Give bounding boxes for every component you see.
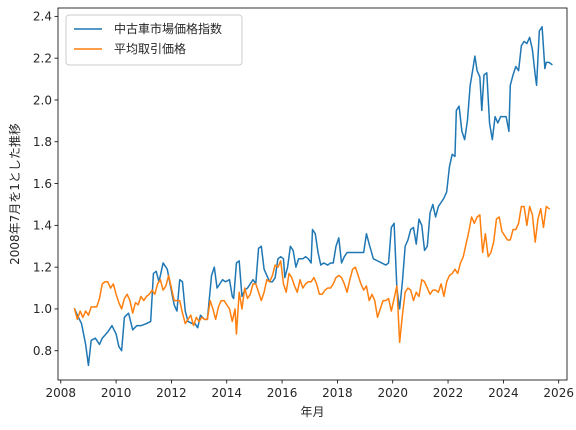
plot-area [57, 7, 568, 381]
x-tick-label: 2026 [543, 386, 574, 400]
x-axis: 2008 2010 2012 2014 2016 2018 2020 2022 2024 2026 [45, 380, 574, 400]
legend-label: 平均取引価格 [114, 41, 186, 56]
x-tick-label: 2010 [101, 386, 132, 400]
y-axis: 0.8 1.0 1.2 1.4 1.6 1.8 2.0 2.2 2.4 [33, 10, 58, 358]
x-tick-label: 2014 [211, 386, 242, 400]
y-tick-label: 1.4 [33, 219, 52, 233]
series-layer [73, 26, 553, 367]
y-axis-title: 2008年7月を1とした推移 [8, 123, 22, 265]
x-tick-label: 2020 [377, 386, 408, 400]
x-tick-label: 2012 [156, 386, 187, 400]
y-tick-label: 0.8 [33, 344, 52, 358]
series-line-2 [73, 205, 551, 344]
x-tick-label: 2016 [267, 386, 298, 400]
series-line-1 [73, 26, 553, 367]
x-axis-title: 年月 [300, 405, 324, 419]
x-tick-label: 2008 [45, 386, 76, 400]
y-tick-label: 1.0 [33, 302, 52, 316]
legend-box [65, 14, 243, 66]
x-tick-label: 2024 [488, 386, 519, 400]
y-tick-label: 1.2 [33, 260, 52, 274]
legend-label: 中古車市場価格指数 [114, 21, 222, 36]
y-tick-label: 2.2 [33, 51, 52, 65]
x-tick-label: 2022 [433, 386, 464, 400]
y-tick-label: 1.8 [33, 135, 52, 149]
x-tick-label: 2018 [322, 386, 353, 400]
y-tick-label: 2.0 [33, 93, 52, 107]
y-tick-label: 1.6 [33, 177, 52, 191]
y-tick-label: 2.4 [33, 10, 52, 24]
axes-frame [57, 7, 568, 381]
